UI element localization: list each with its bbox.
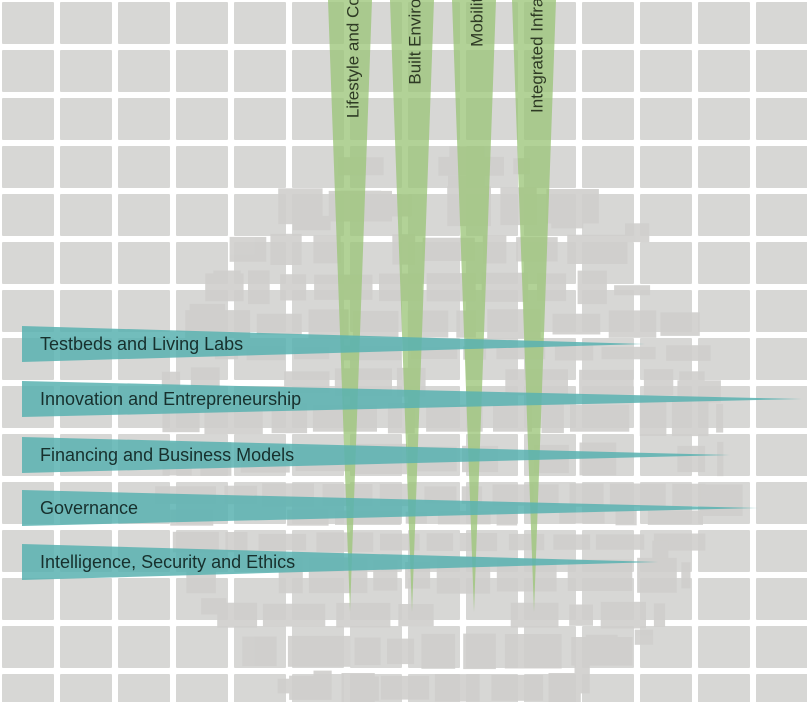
- vertical-wedge-label: Built Environment: [405, 0, 424, 85]
- horizontal-wedge-label: Testbeds and Living Labs: [40, 334, 243, 354]
- horizontal-wedge-label: Financing and Business Models: [40, 445, 294, 465]
- horizontal-wedge-label: Intelligence, Security and Ethics: [40, 552, 295, 572]
- horizontal-wedge-label: Innovation and Entrepreneurship: [40, 389, 301, 409]
- horizontal-wedge-label: Governance: [40, 498, 138, 518]
- vertical-wedge-label: Lifestyle and Consumption: [343, 0, 362, 118]
- diagram-stage: Lifestyle and Consumption Built Environme…: [0, 0, 807, 702]
- vertical-wedge-label: Mobility: [467, 0, 486, 47]
- vertical-wedge-label: Integrated Infrastructures: [527, 0, 546, 113]
- matrix-diagram-svg: Lifestyle and Consumption Built Environme…: [0, 0, 807, 702]
